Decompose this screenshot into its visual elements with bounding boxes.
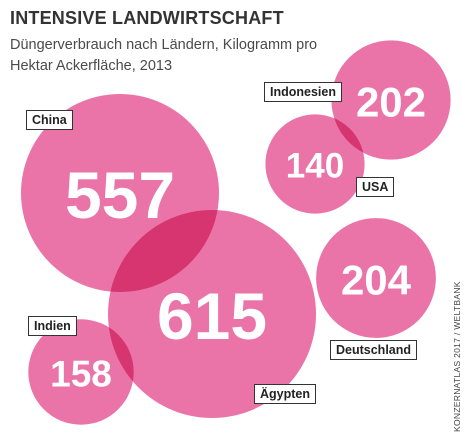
value-usa: 140 [286,147,344,186]
bubble-aegypten [108,210,316,418]
value-china: 557 [65,158,175,232]
value-indien: 158 [50,354,112,395]
label-deutschland: Deutschland [330,340,418,360]
bubble-indonesien [331,40,451,160]
label-usa: USA [356,177,395,197]
bubble-deutschland [316,218,436,338]
label-indonesien: Indonesien [264,82,342,102]
value-aegypten: 615 [157,279,267,353]
label-china: China [26,110,73,130]
bubble-usa [265,114,365,214]
label-indien: Indien [28,316,77,336]
bubble-indien [28,319,134,425]
value-deutschland: 204 [341,257,412,304]
label-aegypten: Ägypten [254,384,316,404]
source-credit: KONZERNATLAS 2017 / WELTBANK [452,281,462,432]
chart-subtitle: Düngerverbrauch nach Ländern, Kilogramm … [10,37,318,74]
chart-title: INTENSIVE LANDWIRTSCHAFT [10,8,284,28]
value-indonesien: 202 [356,79,426,126]
